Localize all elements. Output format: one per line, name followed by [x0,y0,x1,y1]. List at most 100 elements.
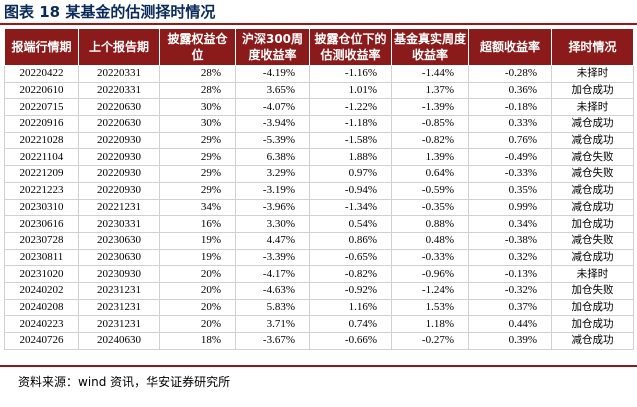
cell-prev-period: 20230331 [78,215,160,233]
cell-hs300-return: -4.07% [235,98,310,117]
cell-estimated-return: 1.01% [309,81,392,100]
cell-report-date: 20230616 [4,215,79,233]
cell-actual-return: -1.44% [391,65,469,83]
cell-actual-return: 1.37% [391,81,469,100]
cell-hs300-return: 6.38% [235,148,310,167]
cell-hs300-return: 4.47% [235,231,310,250]
cell-actual-return: -0.82% [391,131,469,150]
cell-report-date: 20220610 [4,81,79,100]
cell-equity-position: 29% [159,148,236,167]
cell-report-date: 20220422 [4,65,79,83]
cell-actual-return: -0.33% [391,248,469,267]
cell-equity-position: 34% [159,198,236,217]
cell-prev-period: 20220930 [78,181,160,200]
cell-excess-return: 0.39% [468,332,552,350]
cell-timing-result: 加仓成功 [551,298,634,317]
cell-equity-position: 20% [159,298,236,317]
cell-excess-return: 0.44% [468,315,552,333]
cell-prev-period: 20231231 [78,315,160,333]
cell-report-date: 20221223 [4,181,79,200]
cell-estimated-return: -0.65% [309,248,392,267]
header-timing-result: 择时情况 [551,28,634,66]
cell-actual-return: -0.85% [391,115,469,133]
cell-timing-result: 减仓失败 [551,148,634,167]
cell-actual-return: -0.27% [391,332,469,350]
cell-excess-return: -0.38% [468,231,552,250]
cell-equity-position: 29% [159,181,236,200]
cell-timing-result: 减仓成功 [551,181,634,200]
table-row: 20231020 20230930 20% -4.17% -0.82% -0.96% -0.… [4,265,634,283]
cell-prev-period: 20220930 [78,148,160,167]
cell-estimated-return: -0.82% [309,265,392,283]
cell-hs300-return: 3.65% [235,81,310,100]
cell-timing-result: 减仓成功 [551,115,634,133]
cell-excess-return: -0.28% [468,65,552,83]
cell-prev-period: 20230630 [78,248,160,267]
cell-equity-position: 19% [159,231,236,250]
cell-timing-result: 减仓成功 [551,198,634,217]
table-row: 20220422 20220331 28% -4.19% -1.16% -1.44% -0.… [4,65,634,83]
cell-equity-position: 30% [159,98,236,117]
cell-report-date: 20240726 [4,332,79,350]
cell-equity-position: 28% [159,65,236,83]
cell-excess-return: -0.13% [468,265,552,283]
cell-report-date: 20221028 [4,131,79,150]
header-excess-return: 超额收益率 [468,28,552,66]
cell-hs300-return: -4.17% [235,265,310,283]
table-row: 20240208 20231231 20% 5.83% 1.16% 1.53% 0.37% 加… [4,298,634,317]
cell-actual-return: -0.59% [391,181,469,200]
cell-hs300-return: 3.30% [235,215,310,233]
cell-prev-period: 20240630 [78,332,160,350]
cell-hs300-return: -3.19% [235,181,310,200]
cell-timing-result: 加仓成功 [551,81,634,100]
cell-report-date: 20230310 [4,198,79,217]
cell-actual-return: -0.96% [391,265,469,283]
cell-estimated-return: -0.66% [309,332,392,350]
header-equity-position: 披露权益仓位 [159,28,236,66]
table-row: 20220715 20220630 30% -4.07% -1.22% -1.39% -0.… [4,98,634,117]
cell-estimated-return: 0.74% [309,315,392,333]
bottom-divider [0,365,637,367]
header-report-date: 报端行情期 [4,28,79,66]
cell-estimated-return: -1.22% [309,98,392,117]
cell-timing-result: 加仓失败 [551,281,634,300]
cell-prev-period: 20220331 [78,81,160,100]
cell-equity-position: 20% [159,281,236,300]
cell-actual-return: 1.18% [391,315,469,333]
cell-actual-return: -0.35% [391,198,469,217]
cell-timing-result: 减仓成功 [551,248,634,267]
cell-excess-return: -0.18% [468,98,552,117]
cell-timing-result: 减仓成功 [551,332,634,350]
table-row: 20221104 20220930 29% 6.38% 1.88% 1.39% -0.49%… [4,148,634,167]
cell-excess-return: 0.99% [468,198,552,217]
cell-equity-position: 29% [159,131,236,150]
cell-excess-return: -0.32% [468,281,552,300]
cell-report-date: 20220715 [4,98,79,117]
cell-timing-result: 减仓失败 [551,231,634,250]
cell-prev-period: 20231231 [78,298,160,317]
cell-estimated-return: -1.16% [309,65,392,83]
header-prev-period: 上个报告期 [78,28,160,66]
cell-equity-position: 29% [159,165,236,183]
cell-timing-result: 加仓成功 [551,215,634,233]
cell-excess-return: -0.49% [468,148,552,167]
cell-prev-period: 20220930 [78,165,160,183]
cell-prev-period: 20230930 [78,265,160,283]
cell-report-date: 20221104 [4,148,79,167]
table-row: 20240726 20240630 18% -3.67% -0.66% -0.27% 0.3… [4,332,634,350]
cell-actual-return: 0.64% [391,165,469,183]
cell-excess-return: -0.33% [468,165,552,183]
cell-timing-result: 未择时 [551,265,634,283]
cell-prev-period: 20220930 [78,131,160,150]
figure-title: 图表 18 某基金的估测择时情况 [4,3,216,21]
cell-equity-position: 28% [159,81,236,100]
cell-prev-period: 20220630 [78,98,160,117]
cell-timing-result: 未择时 [551,98,634,117]
table-row: 20221209 20220930 29% 3.29% 0.97% 0.64% -0.33%… [4,165,634,183]
cell-timing-result: 加仓成功 [551,315,634,333]
cell-estimated-return: -1.58% [309,131,392,150]
table-row: 20240223 20231231 20% 3.71% 0.74% 1.18% 0.44% 加… [4,315,634,333]
table-row: 20230616 20230331 16% 3.30% 0.54% 0.88% 0.34% 加… [4,215,634,233]
cell-actual-return: 1.39% [391,148,469,167]
cell-prev-period: 20220630 [78,115,160,133]
